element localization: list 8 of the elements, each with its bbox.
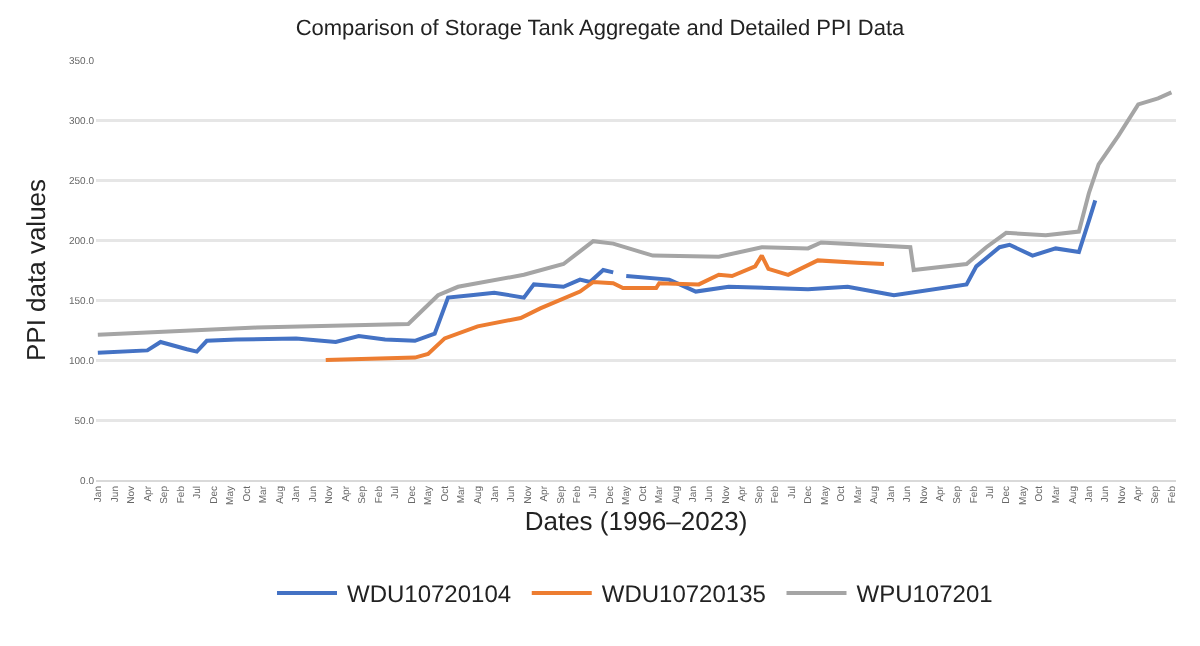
y-axis-title: PPI data values xyxy=(20,177,51,362)
legend-label: WDU10720135 xyxy=(601,580,767,609)
legend-label: WDU10720104 xyxy=(347,580,512,609)
line-series xyxy=(96,90,1174,337)
legend-label: WPU107201 xyxy=(856,580,994,609)
x-axis-title: Dates (1996–2023) xyxy=(524,506,748,537)
chart-title: Comparison of Storage Tank Aggregate and Detailed PPI Data xyxy=(295,16,907,41)
line-series xyxy=(323,253,886,362)
